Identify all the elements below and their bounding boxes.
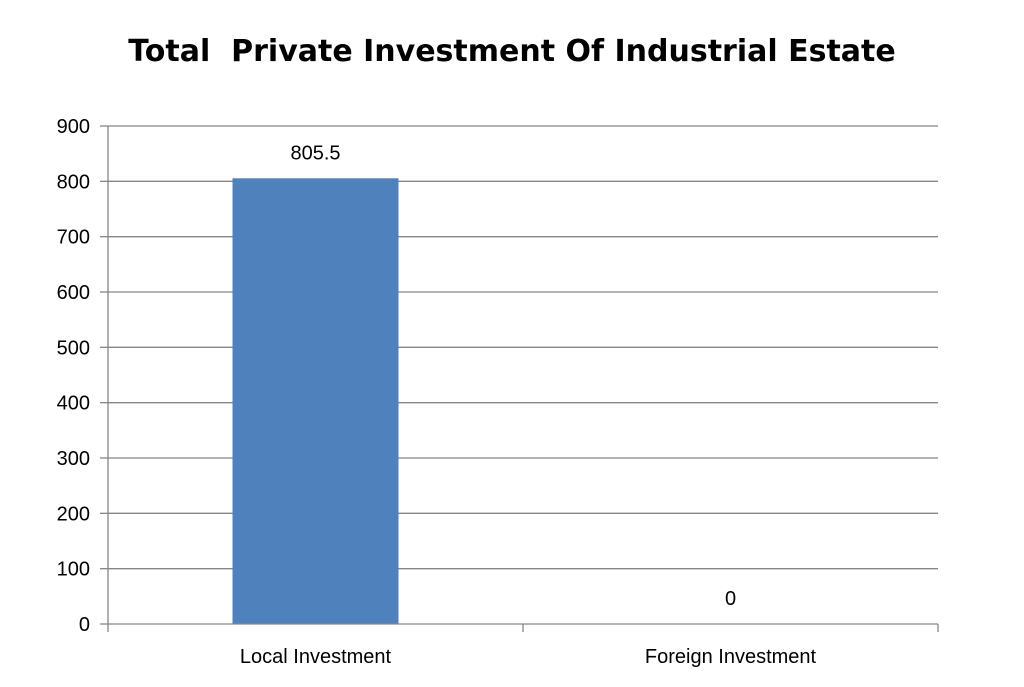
y-tick-label: 0 bbox=[79, 614, 90, 636]
y-tick-label: 800 bbox=[57, 171, 90, 193]
y-tick-label: 200 bbox=[57, 503, 90, 525]
y-tick-label: 700 bbox=[57, 227, 90, 249]
x-category-label: Local Investment bbox=[240, 646, 392, 668]
y-tick-label: 300 bbox=[57, 448, 90, 470]
data-label: 0 bbox=[725, 588, 736, 610]
y-tick-label: 600 bbox=[57, 282, 90, 304]
bars bbox=[232, 178, 399, 625]
chart-title: Total Private Investment Of Industrial E… bbox=[128, 34, 896, 69]
y-tick-label: 900 bbox=[57, 116, 90, 138]
y-tick-label: 100 bbox=[57, 559, 90, 581]
axes bbox=[100, 125, 939, 632]
y-tick-label: 500 bbox=[57, 337, 90, 359]
y-tick-label: 400 bbox=[57, 393, 90, 415]
data-label: 805.5 bbox=[290, 142, 340, 164]
x-category-label: Foreign Investment bbox=[645, 646, 817, 668]
labels: 0 100 200 300 400 500 600 700 800 900 805.5 0 Local … bbox=[57, 116, 817, 668]
bar bbox=[232, 178, 399, 625]
